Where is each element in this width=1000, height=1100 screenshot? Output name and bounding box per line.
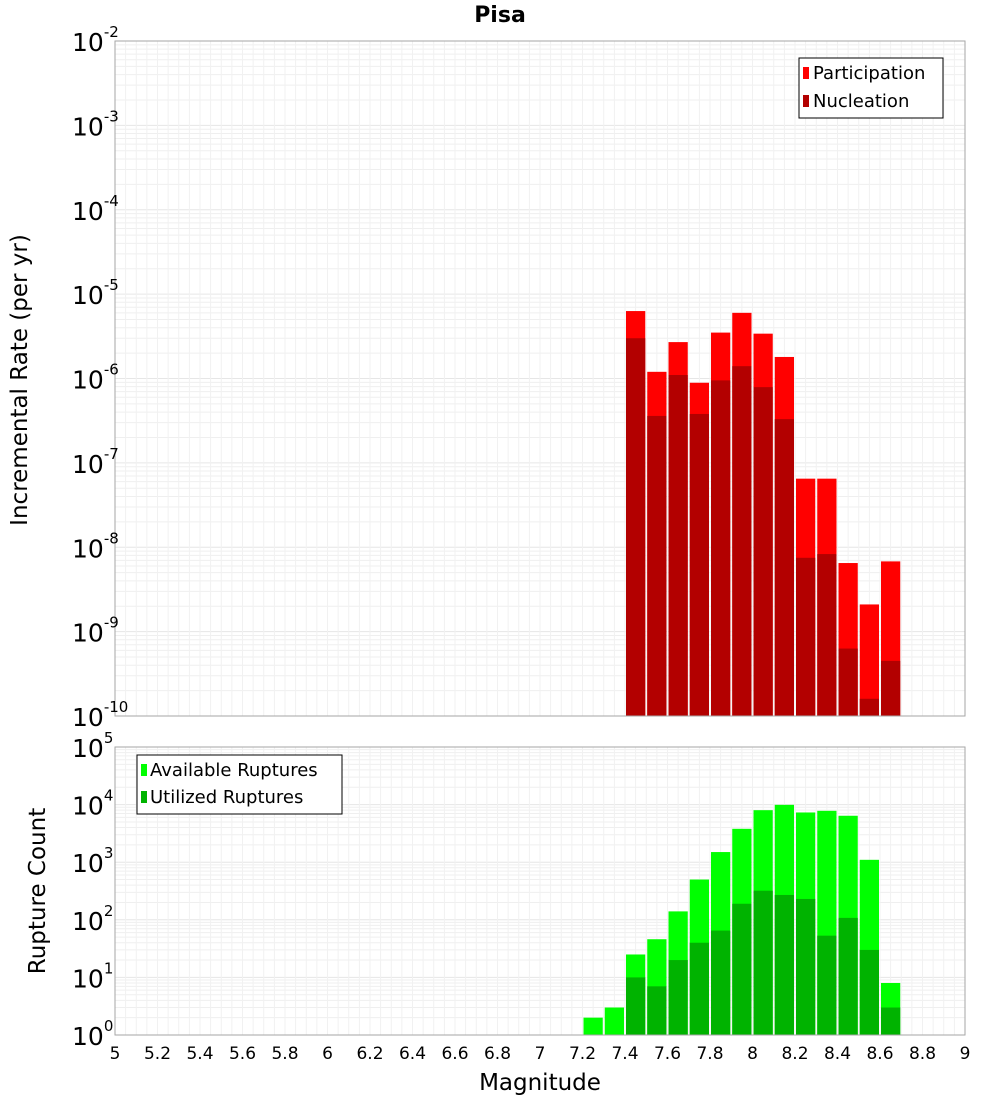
x-tick-label: 9 [960,1044,971,1064]
count-y-tick-label: 100 [72,1017,113,1051]
x-tick-label: 8 [747,1044,758,1064]
legend-swatch-utilized [141,791,147,803]
rate-y-tick-label: 10-9 [72,614,119,648]
rate-y-tick-label: 10-7 [72,445,119,479]
rate-bar-s2 [668,375,688,716]
count-legend-box [136,754,343,815]
x-tick-label: 7.2 [569,1044,596,1064]
rate-y-tick-label: 10-5 [72,276,119,310]
x-tick-label: 6 [322,1044,333,1064]
rate-y-tick-label: 10-6 [72,361,119,395]
x-tick-label: 6.4 [399,1044,426,1064]
rate-bar-s2 [626,338,646,716]
rate-bar-s2 [689,413,709,716]
count-bar-s2 [881,1007,901,1035]
x-tick-label: 7.4 [611,1044,638,1064]
x-tick-label: 5.8 [271,1044,298,1064]
x-tick-label: 7.8 [696,1044,723,1064]
count-bar-s2 [753,890,773,1035]
x-tick-label: 8.6 [866,1044,893,1064]
count-y-tick-label: 102 [72,902,113,936]
rate-legend-box [798,57,944,119]
count-y-tick-label: 105 [72,729,113,763]
x-tick-label: 6.6 [441,1044,468,1064]
count-bar-s2 [796,898,816,1035]
rate-panel: 10-10 10-9 10-8 10-7 10-6 10-5 10-4 10-3 10-2 In… [7,23,966,732]
rate-y-tick-label: 10-3 [72,107,119,141]
legend-label-participation: Participation [813,63,925,84]
count-bar-s2 [774,894,794,1035]
x-tick-label: 7.6 [654,1044,681,1064]
count-bar-s1 [604,1007,624,1035]
chart-title: Pisa [474,3,526,28]
legend-swatch-participation [803,67,809,79]
x-tick-label: 7 [535,1044,546,1064]
legend-label-available: Available Ruptures [150,760,318,781]
count-bar-s2 [859,949,879,1035]
rate-grid [114,41,966,717]
rate-bar-s1 [859,604,879,716]
rate-bar-s2 [753,387,773,716]
rate-y-tick-label: 10-4 [72,192,119,226]
count-y-axis-label: Rupture Count [25,808,51,974]
x-tick-label: 5 [110,1044,121,1064]
count-bar-s2 [668,960,688,1035]
rate-bar-s2 [859,698,879,716]
x-tick-label: 8.2 [781,1044,808,1064]
rate-legend: Participation Nucleation [798,57,944,119]
rate-y-ticks: 10-10 10-9 10-8 10-7 10-6 10-5 10-4 10-3 10-2 [72,23,128,732]
rate-bars [626,311,901,716]
count-plot-border [114,746,966,1036]
x-axis-label: Magnitude [479,1070,601,1096]
x-tick-label: 8.8 [909,1044,936,1064]
rate-y-tick-label: 10-2 [72,23,119,57]
count-y-tick-label: 103 [72,844,113,878]
legend-label-nucleation: Nucleation [813,91,909,112]
count-bar-s2 [732,903,752,1035]
x-tick-label: 8.4 [824,1044,851,1064]
count-y-tick-label: 104 [72,787,113,821]
count-legend: Available Ruptures Utilized Ruptures [136,754,343,815]
rate-bar-s2 [647,415,667,716]
rate-bar-s2 [817,554,837,716]
rate-y-axis-label: Incremental Rate (per yr) [7,234,33,526]
count-bar-s2 [838,917,858,1035]
x-axis-ticks: 5 5.2 5.4 5.6 5.8 6 6.2 6.4 6.6 6.8 7 7.2 7.4 7.6 7.8 8… [110,1044,971,1064]
count-bar-s2 [689,942,709,1035]
count-bar-s1 [583,1017,603,1035]
rate-bar-s2 [732,366,752,716]
rate-bar-s2 [838,648,858,716]
x-tick-label: 6.2 [356,1044,383,1064]
legend-swatch-available [141,764,147,776]
rate-bar-s2 [711,380,731,716]
count-bars [583,804,901,1035]
legend-label-utilized: Utilized Ruptures [150,787,303,808]
count-bar-s2 [711,930,731,1035]
x-tick-label: 5.4 [186,1044,213,1064]
rate-y-tick-label: 10-8 [72,529,119,563]
count-panel: 100 101 102 103 104 105 Rupture Count Availab… [25,729,966,1051]
x-tick-label: 5.6 [229,1044,256,1064]
x-tick-label: 6.8 [484,1044,511,1064]
rate-bar-s2 [774,419,794,716]
rate-bar-s2 [796,557,816,716]
count-y-ticks: 100 101 102 103 104 105 [72,729,113,1051]
legend-swatch-nucleation [803,95,809,107]
count-bar-s2 [626,977,646,1035]
count-y-tick-label: 101 [72,959,113,993]
x-tick-label: 5.2 [144,1044,171,1064]
rate-plot-border [114,40,966,717]
rate-y-tick-label: 10-10 [72,698,128,732]
count-bar-s2 [647,986,667,1035]
count-bar-s2 [817,935,837,1035]
rate-bar-s2 [881,660,901,716]
